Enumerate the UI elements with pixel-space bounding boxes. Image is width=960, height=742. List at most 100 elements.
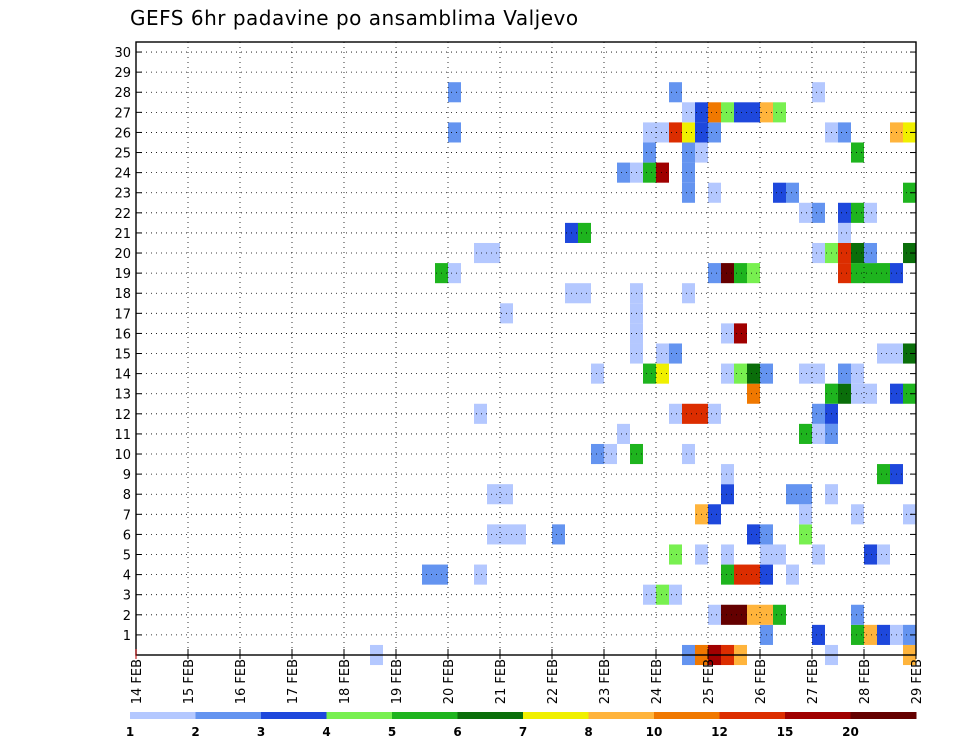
y-tick-label: 6 (123, 528, 131, 543)
data-cell (877, 624, 890, 645)
y-tick-label: 16 (114, 327, 131, 342)
data-cell (851, 604, 864, 625)
data-cell (786, 484, 799, 505)
y-tick-label: 23 (114, 187, 131, 202)
data-cell (721, 323, 734, 344)
data-cell (838, 202, 851, 223)
legend-swatch (457, 712, 524, 719)
data-cell (721, 604, 734, 625)
y-tick-label: 5 (123, 549, 131, 564)
plot-frame (135, 41, 917, 656)
y-tick-label: 1 (123, 629, 131, 644)
data-cell (682, 443, 695, 465)
data-cell (448, 122, 461, 143)
data-cell (799, 484, 812, 505)
data-cell (747, 564, 760, 585)
data-cell (708, 403, 721, 424)
data-cell (903, 624, 916, 645)
legend-label: 2 (191, 725, 199, 739)
data-cell (851, 142, 864, 163)
data-cell (682, 403, 695, 424)
data-cell (721, 263, 734, 284)
data-cell (682, 283, 695, 304)
data-cell (682, 102, 695, 123)
x-tick-label: 19 FEB (390, 659, 405, 704)
y-tick-label: 22 (114, 207, 131, 222)
data-cell (448, 263, 461, 284)
y-tick-label: 24 (114, 167, 131, 182)
data-cell (851, 242, 864, 264)
data-cell (643, 363, 656, 384)
legend-label: 10 (646, 725, 663, 739)
x-tick-label: 23 FEB (598, 659, 613, 704)
data-cell (877, 544, 890, 565)
data-cell (604, 443, 617, 465)
x-tick-label: 18 FEB (338, 659, 353, 704)
x-tick-label: 29 FEB (910, 659, 925, 704)
x-tick-label: 15 FEB (182, 659, 197, 704)
legend-label: 12 (711, 725, 728, 739)
y-tick-label: 7 (123, 508, 131, 523)
x-tick-label: 17 FEB (286, 659, 301, 704)
data-cell (643, 162, 656, 183)
data-cell (656, 363, 669, 384)
legend-swatch (785, 712, 851, 719)
data-cell (903, 504, 916, 525)
data-cell (734, 263, 747, 284)
data-cell (682, 142, 695, 163)
data-cell (513, 524, 526, 545)
legend-label: 7 (519, 725, 527, 739)
data-cell (799, 363, 812, 384)
y-tick-label: 20 (114, 247, 131, 262)
data-cell (591, 443, 604, 465)
data-cell (721, 564, 734, 585)
data-cell (864, 263, 877, 284)
legend-swatch (195, 712, 262, 719)
x-tick-label: 25 FEB (702, 659, 717, 704)
y-tick-label: 14 (114, 368, 131, 383)
data-cell (578, 283, 591, 304)
data-cell (448, 82, 461, 103)
legend-swatch (261, 712, 327, 719)
y-tick-label: 10 (114, 448, 131, 463)
data-cell (799, 504, 812, 525)
y-tick-label: 9 (123, 468, 131, 483)
data-cell (682, 162, 695, 183)
data-cell (812, 82, 825, 103)
legend-swatch (850, 712, 917, 719)
x-tick-label: 20 FEB (442, 659, 457, 704)
data-cell (773, 604, 786, 625)
data-cell (903, 122, 916, 143)
legend-label: 5 (388, 725, 396, 739)
data-cell (838, 222, 851, 243)
data-cell (721, 544, 734, 565)
data-cell (708, 102, 721, 123)
y-axis: 1234567891011121314151617181920212223242… (114, 46, 916, 644)
data-cell (812, 403, 825, 424)
data-cell (773, 544, 786, 565)
data-cell (708, 504, 721, 525)
data-cell (864, 242, 877, 264)
y-tick-label: 27 (114, 106, 131, 121)
data-cell (474, 403, 487, 424)
data-cell (721, 464, 734, 485)
data-cell (487, 484, 500, 505)
data-cell (864, 202, 877, 223)
y-tick-label: 15 (114, 348, 131, 363)
legend-label: 20 (842, 725, 859, 739)
data-cell (474, 564, 487, 585)
data-cell (838, 383, 851, 404)
y-tick-label: 18 (114, 287, 131, 302)
data-cell (838, 122, 851, 143)
data-cell (708, 263, 721, 284)
y-tick-label: 29 (114, 66, 131, 81)
data-cell (812, 423, 825, 444)
data-cell (591, 363, 604, 384)
y-tick-label: 25 (114, 147, 131, 162)
y-tick-label: 28 (114, 86, 131, 101)
legend-label: 6 (453, 725, 461, 739)
x-tick-label: 14 FEB (130, 659, 145, 704)
legend-label: 8 (584, 725, 592, 739)
data-cell (669, 343, 682, 364)
y-tick-label: 2 (123, 609, 131, 624)
